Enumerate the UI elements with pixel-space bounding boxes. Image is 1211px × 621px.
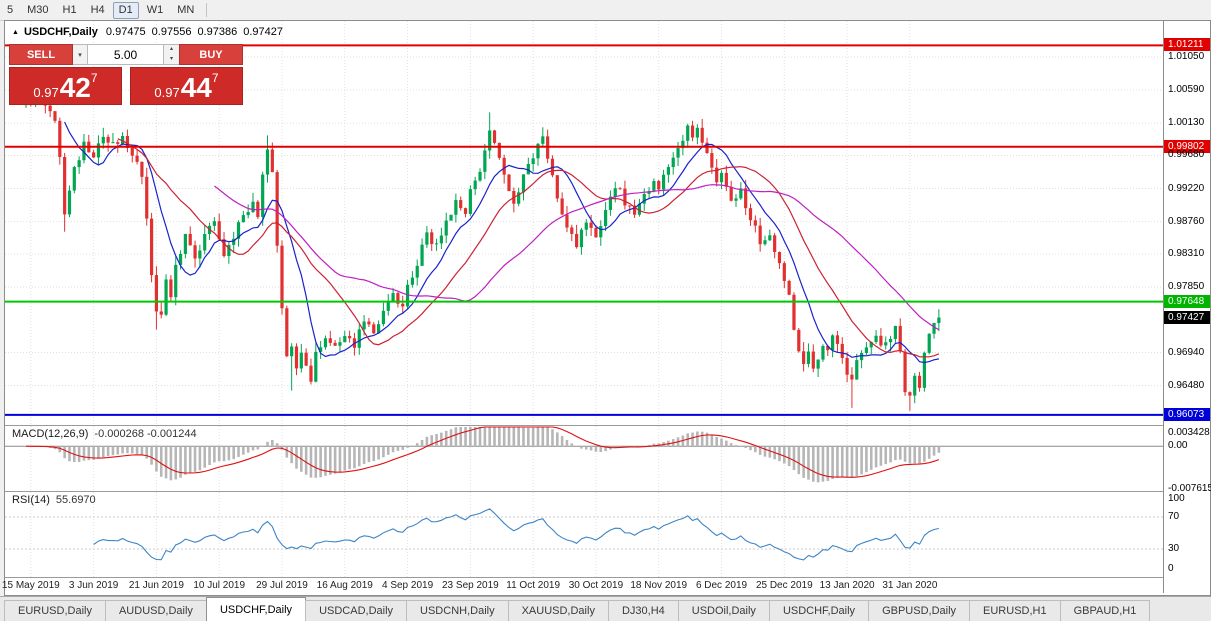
price-axis-label: 0.96940 bbox=[1168, 346, 1205, 358]
timeframe-button-d1[interactable]: D1 bbox=[112, 1, 139, 19]
chart-tab-usdcnh-daily[interactable]: USDCNH,Daily bbox=[406, 600, 509, 621]
volume-input[interactable] bbox=[88, 44, 164, 65]
sell-button[interactable]: SELL bbox=[9, 44, 73, 65]
chart-symbol: USDCHF,Daily bbox=[23, 26, 98, 38]
date-label: 16 Aug 2019 bbox=[316, 580, 373, 591]
price-axis-label: 1.01050 bbox=[1168, 50, 1205, 62]
price-axis-label: 70 bbox=[1168, 511, 1180, 522]
buy-button[interactable]: BUY bbox=[179, 44, 243, 65]
date-label: 21 Jun 2019 bbox=[128, 580, 184, 591]
ohlc-low: 0.97386 bbox=[197, 26, 238, 38]
date-label: 30 Oct 2019 bbox=[568, 580, 624, 591]
date-label: 23 Sep 2019 bbox=[442, 580, 499, 591]
price-axis-label: 0.96480 bbox=[1168, 379, 1205, 391]
macd-panel-label: MACD(12,26,9) -0.000268 -0.001244 bbox=[12, 428, 197, 440]
chart-tab-audusd-daily[interactable]: AUDUSD,Daily bbox=[104, 600, 207, 621]
rsi-name: RSI(14) bbox=[12, 494, 50, 506]
chart-tab-dj30-h4[interactable]: DJ30,H4 bbox=[607, 600, 679, 621]
chart-tab-gbpaud-h1[interactable]: GBPAUD,H1 bbox=[1059, 600, 1151, 621]
price-axis-label: 30 bbox=[1168, 543, 1180, 554]
price-axis-label: 0.97850 bbox=[1168, 281, 1205, 293]
price-axis-label: 1.00590 bbox=[1168, 84, 1205, 96]
date-label: 6 Dec 2019 bbox=[695, 580, 748, 591]
rsi-value: 55.6970 bbox=[55, 494, 96, 506]
chart-tab-xauusd-daily[interactable]: XAUUSD,Daily bbox=[507, 600, 609, 621]
chart-header: ▲ USDCHF,Daily 0.97475 0.97556 0.97386 0… bbox=[12, 26, 289, 38]
timeframe-button-5[interactable]: 5 bbox=[7, 3, 14, 16]
macd-name: MACD(12,26,9) bbox=[12, 428, 89, 440]
price-axis-label: 0.99220 bbox=[1168, 182, 1205, 194]
price-axis-label: 0.00 bbox=[1168, 440, 1188, 452]
sell-price-prefix: 0.97 bbox=[33, 85, 59, 100]
date-label: 15 May 2019 bbox=[1, 580, 60, 591]
price-axis-badge-black: 0.97427 bbox=[1164, 310, 1210, 324]
date-label: 11 Oct 2019 bbox=[506, 580, 561, 591]
collapse-icon[interactable]: ▲ bbox=[12, 28, 19, 36]
price-axis-badge-green: 0.97648 bbox=[1164, 294, 1210, 308]
price-axis-badge-red: 1.01211 bbox=[1164, 38, 1210, 52]
timeframe-button-mn[interactable]: MN bbox=[177, 3, 195, 16]
buy-price-prefix: 0.97 bbox=[154, 85, 180, 100]
chart-window[interactable]: ▲ USDCHF,Daily 0.97475 0.97556 0.97386 0… bbox=[1, 20, 1211, 596]
chart-tab-eurusd-daily[interactable]: EURUSD,Daily bbox=[4, 600, 106, 621]
buy-price-pips: 44 bbox=[180, 72, 212, 104]
timeframe-button-h4[interactable]: H4 bbox=[90, 3, 105, 16]
date-label: 4 Sep 2019 bbox=[381, 580, 434, 591]
one-click-trading-panel: SELL ▾ ▴ ▾ BUY 0.97 42 7 0.97 44 7 bbox=[9, 44, 243, 105]
sell-price-pips: 42 bbox=[59, 72, 91, 104]
date-label: 29 Jul 2019 bbox=[256, 580, 308, 591]
chart-tab-usdchf-daily[interactable]: USDCHF,Daily bbox=[205, 597, 307, 621]
price-axis-label: 1.00130 bbox=[1168, 117, 1205, 129]
rsi-panel-label: RSI(14) 55.6970 bbox=[12, 494, 96, 506]
date-label: 31 Jan 2020 bbox=[882, 580, 938, 591]
sell-price-sup: 7 bbox=[90, 71, 98, 85]
date-label: 13 Jan 2020 bbox=[819, 580, 875, 591]
macd-values: -0.000268 -0.001244 bbox=[94, 428, 197, 440]
buy-price-tile[interactable]: 0.97 44 7 bbox=[130, 67, 243, 105]
price-axis-label: 0.98310 bbox=[1168, 248, 1205, 259]
timeframe-button-m30[interactable]: M30 bbox=[27, 3, 49, 16]
timeframe-button-w1[interactable]: W1 bbox=[146, 3, 164, 16]
volume-stepper: ▴ ▾ bbox=[164, 44, 179, 65]
price-axis-label: -0.007615 bbox=[1168, 483, 1211, 494]
price-axis-label: 0.003428 bbox=[1168, 427, 1210, 438]
price-axis[interactable]: 1.01211 1.01050 1.00590 1.00130 0.99802 0.996… bbox=[1163, 21, 1211, 593]
chart-tab-gbpusd-daily[interactable]: GBPUSD,Daily bbox=[868, 600, 971, 621]
price-axis-badge-red: 0.99802 bbox=[1164, 139, 1210, 153]
date-label: 25 Dec 2019 bbox=[755, 580, 813, 591]
chart-tab-usdchf-daily[interactable]: USDCHF,Daily bbox=[768, 600, 870, 621]
ohlc-open: 0.97475 bbox=[105, 26, 146, 38]
price-axis-badge-blue: 0.96073 bbox=[1164, 407, 1210, 421]
timeframe-toolbar: 5 M30 H1 H4 D1 W1 MN bbox=[0, 0, 1211, 21]
toolbar-separator bbox=[206, 3, 208, 17]
spinner-up-icon[interactable]: ▴ bbox=[164, 45, 179, 55]
timeframe-button-h1[interactable]: H1 bbox=[62, 3, 77, 16]
ohlc-high: 0.97556 bbox=[151, 26, 192, 38]
date-label: 3 Jun 2019 bbox=[68, 580, 119, 591]
price-axis-label: 0.99680 bbox=[1168, 149, 1205, 161]
price-axis-label: 0 bbox=[1168, 563, 1174, 574]
buy-price-sup: 7 bbox=[211, 71, 219, 85]
ohlc-close: 0.97427 bbox=[243, 26, 283, 38]
candlestick-chart[interactable] bbox=[5, 21, 1163, 593]
volume-dropdown-icon[interactable]: ▾ bbox=[73, 44, 88, 65]
price-axis-label: 100 bbox=[1168, 493, 1185, 504]
chart-tab-usdcad-daily[interactable]: USDCAD,Daily bbox=[305, 600, 408, 621]
chart-tab-usdoil-daily[interactable]: USDOil,Daily bbox=[677, 600, 770, 621]
chart-tab-bar: EURUSD,Daily AUDUSD,Daily USDCHF,Daily USDC… bbox=[0, 596, 1211, 621]
sell-price-tile[interactable]: 0.97 42 7 bbox=[9, 67, 122, 105]
date-label: 18 Nov 2019 bbox=[630, 580, 688, 591]
chart-tab-eurusd-h1[interactable]: EURUSD,H1 bbox=[969, 600, 1061, 621]
spinner-down-icon[interactable]: ▾ bbox=[164, 54, 179, 64]
price-axis-label: 0.98760 bbox=[1168, 215, 1205, 227]
date-label: 10 Jul 2019 bbox=[193, 580, 246, 591]
